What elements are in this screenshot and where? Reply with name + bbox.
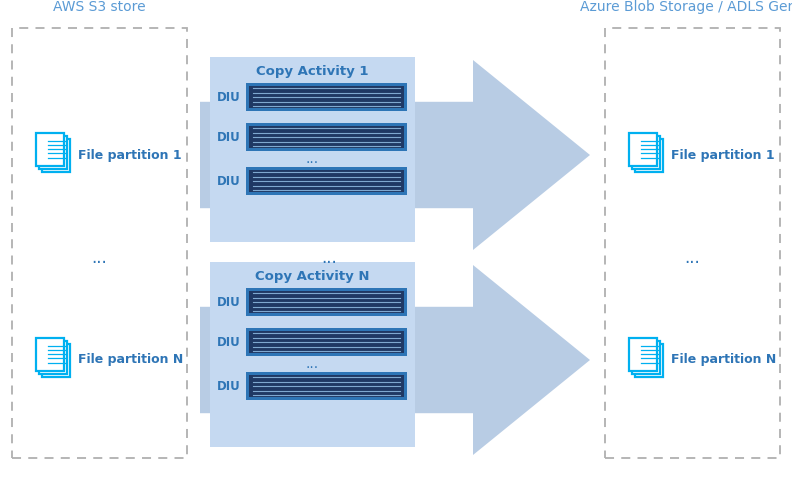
Text: Copy Activity 1: Copy Activity 1 — [257, 65, 369, 78]
Text: File partition N: File partition N — [78, 354, 183, 367]
Text: AWS S3 store: AWS S3 store — [53, 0, 146, 14]
Polygon shape — [200, 60, 590, 250]
Text: File partition 1: File partition 1 — [671, 148, 775, 161]
FancyBboxPatch shape — [605, 28, 780, 458]
FancyBboxPatch shape — [246, 372, 407, 400]
Polygon shape — [200, 265, 590, 455]
FancyBboxPatch shape — [36, 132, 64, 165]
Text: DIU: DIU — [217, 295, 241, 308]
Text: DIU: DIU — [217, 91, 241, 104]
Text: DIU: DIU — [217, 379, 241, 392]
Text: ...: ... — [92, 249, 108, 266]
FancyBboxPatch shape — [39, 341, 67, 374]
FancyBboxPatch shape — [632, 135, 660, 168]
FancyBboxPatch shape — [249, 375, 404, 397]
FancyBboxPatch shape — [39, 135, 67, 168]
FancyBboxPatch shape — [246, 123, 407, 151]
Text: Azure Blob Storage / ADLS Gen2: Azure Blob Storage / ADLS Gen2 — [580, 0, 792, 14]
Text: File partition 1: File partition 1 — [78, 148, 181, 161]
FancyBboxPatch shape — [12, 28, 187, 458]
FancyBboxPatch shape — [246, 328, 407, 356]
FancyBboxPatch shape — [42, 138, 70, 171]
FancyBboxPatch shape — [249, 291, 404, 313]
FancyBboxPatch shape — [249, 331, 404, 353]
Text: DIU: DIU — [217, 336, 241, 349]
FancyBboxPatch shape — [635, 344, 663, 376]
FancyBboxPatch shape — [246, 167, 407, 195]
FancyBboxPatch shape — [210, 262, 415, 447]
FancyBboxPatch shape — [249, 126, 404, 148]
Text: Copy Activity N: Copy Activity N — [255, 270, 370, 283]
FancyBboxPatch shape — [629, 132, 657, 165]
FancyBboxPatch shape — [246, 83, 407, 111]
Text: DIU: DIU — [217, 174, 241, 188]
FancyBboxPatch shape — [629, 338, 657, 371]
FancyBboxPatch shape — [632, 341, 660, 374]
FancyBboxPatch shape — [210, 57, 415, 242]
Text: File partition N: File partition N — [671, 354, 776, 367]
FancyBboxPatch shape — [249, 170, 404, 192]
Text: DIU: DIU — [217, 130, 241, 143]
FancyBboxPatch shape — [249, 86, 404, 108]
Text: ...: ... — [321, 249, 337, 266]
Text: ...: ... — [684, 249, 700, 266]
FancyBboxPatch shape — [246, 288, 407, 316]
FancyBboxPatch shape — [36, 338, 64, 371]
FancyBboxPatch shape — [42, 344, 70, 376]
Text: ...: ... — [306, 357, 319, 371]
Text: ...: ... — [306, 152, 319, 166]
FancyBboxPatch shape — [635, 138, 663, 171]
